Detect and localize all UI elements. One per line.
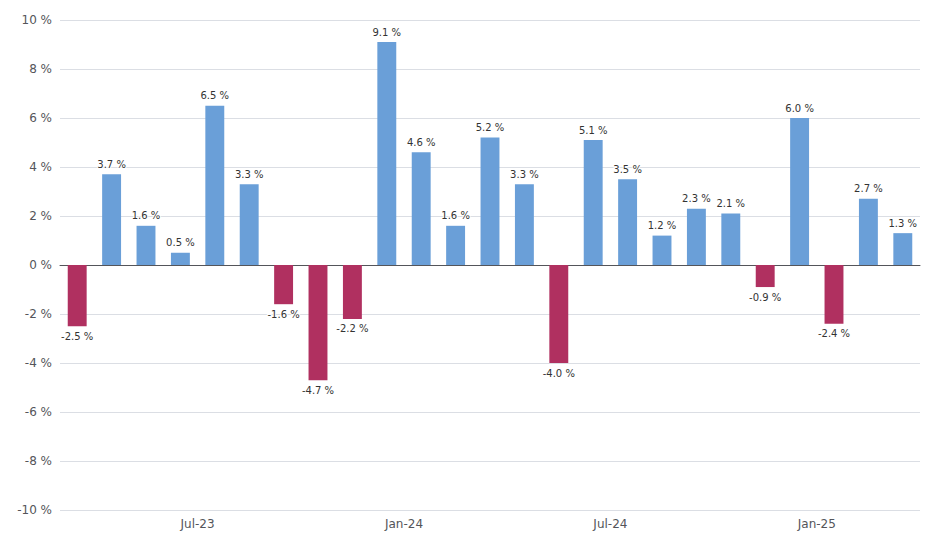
svg-text:0 %: 0 % <box>29 258 52 272</box>
svg-text:-6 %: -6 % <box>25 405 52 419</box>
svg-text:-2.4 %: -2.4 % <box>818 328 850 339</box>
svg-text:4 %: 4 % <box>29 160 52 174</box>
svg-text:-4 %: -4 % <box>25 356 52 370</box>
svg-text:1.6 %: 1.6 % <box>132 210 161 221</box>
svg-text:2 %: 2 % <box>29 209 52 223</box>
svg-text:6 %: 6 % <box>29 111 52 125</box>
svg-text:-2.2 %: -2.2 % <box>336 323 368 334</box>
svg-text:2.7 %: 2.7 % <box>854 183 883 194</box>
svg-text:3.5 %: 3.5 % <box>613 164 642 175</box>
svg-text:10 %: 10 % <box>22 13 53 27</box>
svg-text:3.7 %: 3.7 % <box>97 159 126 170</box>
svg-text:-1.6 %: -1.6 % <box>267 309 299 320</box>
svg-text:8 %: 8 % <box>29 62 52 76</box>
svg-text:3.3 %: 3.3 % <box>235 169 264 180</box>
svg-text:Jan-24: Jan-24 <box>384 517 423 531</box>
svg-text:1.2 %: 1.2 % <box>648 220 677 231</box>
svg-text:-8 %: -8 % <box>25 454 52 468</box>
svg-text:4.6 %: 4.6 % <box>407 137 436 148</box>
svg-text:-2 %: -2 % <box>25 307 52 321</box>
svg-text:2.3 %: 2.3 % <box>682 193 711 204</box>
svg-text:5.1 %: 5.1 % <box>579 125 608 136</box>
svg-text:6.0 %: 6.0 % <box>785 103 814 114</box>
svg-text:0.5 %: 0.5 % <box>166 237 195 248</box>
svg-text:9.1 %: 9.1 % <box>373 27 402 38</box>
svg-text:Jul-23: Jul-23 <box>180 517 215 531</box>
svg-text:-4.0 %: -4.0 % <box>543 368 575 379</box>
svg-text:5.2 %: 5.2 % <box>476 122 505 133</box>
svg-text:-10 %: -10 % <box>17 503 52 517</box>
svg-text:6.5 %: 6.5 % <box>201 90 230 101</box>
svg-text:Jan-25: Jan-25 <box>797 517 836 531</box>
svg-text:2.1 %: 2.1 % <box>717 198 746 209</box>
svg-text:Jul-24: Jul-24 <box>592 517 627 531</box>
svg-text:-0.9 %: -0.9 % <box>749 292 781 303</box>
svg-text:-2.5 %: -2.5 % <box>61 331 93 342</box>
svg-text:1.3 %: 1.3 % <box>889 218 918 229</box>
svg-text:-4.7 %: -4.7 % <box>302 385 334 396</box>
svg-text:1.6 %: 1.6 % <box>441 210 470 221</box>
svg-text:3.3 %: 3.3 % <box>510 169 539 180</box>
